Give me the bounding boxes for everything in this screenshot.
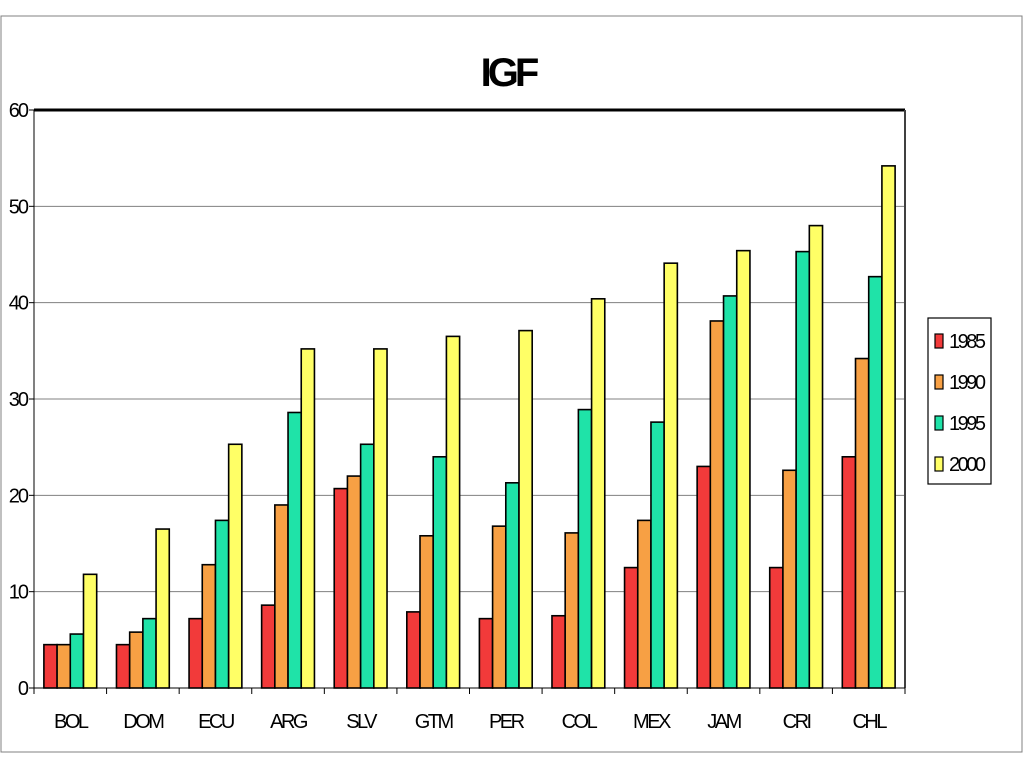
x-category-label: DOM [123, 711, 164, 733]
bar-per-1985 [478, 617, 494, 689]
bar-chl-1990 [854, 357, 870, 689]
bar-jam-1985 [696, 465, 712, 689]
bar-mex-1990 [636, 519, 652, 689]
bar-gtm-1990 [419, 534, 435, 689]
bar-chl-1985 [841, 455, 857, 689]
bar-bol-1985 [43, 643, 58, 689]
bar-chl-1995 [867, 275, 883, 689]
bar-slv-1995 [359, 443, 375, 689]
x-category-label: SLV [346, 711, 378, 733]
bar-dom-1990 [128, 631, 144, 689]
legend-swatch-2000 [934, 456, 944, 472]
bar-arg-1985 [260, 604, 276, 689]
bar-col-2000 [590, 298, 606, 689]
bar-cri-1995 [795, 250, 811, 689]
legend-label-1990: 1990 [949, 372, 986, 394]
x-category-label: CRI [783, 711, 811, 733]
x-category-label: BOL [54, 711, 89, 733]
bar-slv-1990 [346, 475, 362, 689]
bar-mex-2000 [663, 262, 679, 689]
legend-label-2000: 2000 [949, 454, 986, 476]
x-category-label: GTM [415, 711, 454, 733]
bar-ecu-1995 [214, 519, 230, 689]
x-category-label: CHL [852, 711, 887, 733]
bar-jam-2000 [735, 249, 751, 689]
y-tick-label: 10 [9, 582, 29, 604]
bar-dom-1995 [142, 617, 157, 689]
bar-bol-1995 [69, 633, 85, 689]
bar-ecu-1985 [188, 617, 204, 689]
bar-ecu-1990 [201, 563, 217, 689]
legend-swatch-1990 [934, 374, 944, 390]
bar-arg-2000 [300, 348, 316, 689]
bar-gtm-1985 [406, 611, 421, 689]
y-tick-label: 50 [9, 196, 29, 218]
x-category-label: MEX [633, 711, 671, 733]
x-category-label: ARG [270, 711, 308, 733]
bar-dom-2000 [155, 528, 171, 689]
bar-dom-1985 [115, 643, 131, 689]
bar-per-1995 [504, 482, 520, 689]
y-tick-label: 30 [9, 389, 29, 411]
bar-jam-1990 [709, 320, 725, 689]
y-tick-label: 40 [9, 293, 29, 315]
x-category-label: ECU [198, 711, 234, 733]
bars [43, 165, 896, 689]
legend-swatch-1995 [934, 415, 944, 431]
bar-col-1985 [551, 614, 566, 689]
bar-per-1990 [491, 525, 507, 689]
bar-ecu-2000 [227, 443, 243, 689]
x-category-label: COL [562, 711, 598, 733]
bar-arg-1990 [274, 504, 289, 689]
bar-per-2000 [518, 329, 533, 689]
y-tick-label: 60 [9, 100, 29, 122]
bar-cri-1985 [768, 566, 784, 689]
legend: 1985 1990 1995 2000 [927, 317, 992, 485]
x-axis-category-labels: BOL DOM ECU ARG SLV GTM PER COL MEX JAM CRI CHL [54, 711, 890, 733]
legend-swatch-1985 [934, 333, 944, 349]
bar-cri-2000 [808, 224, 824, 689]
y-tick-label: 20 [9, 485, 29, 507]
bar-mex-1995 [650, 421, 665, 689]
bar-gtm-1995 [432, 455, 448, 689]
bar-chl-2000 [881, 165, 896, 689]
legend-label-1985: 1985 [949, 331, 986, 353]
bar-cri-1990 [782, 469, 797, 689]
bar-bol-2000 [82, 573, 98, 689]
bar-bol-1990 [56, 643, 72, 689]
chart-title: IGF [481, 51, 538, 95]
bar-gtm-2000 [445, 335, 461, 689]
axes [29, 108, 906, 694]
bar-col-1990 [564, 532, 580, 689]
bar-arg-1995 [287, 411, 303, 689]
bar-slv-1985 [333, 487, 349, 689]
bar-slv-2000 [373, 348, 388, 689]
x-category-label: JAM [707, 711, 741, 733]
bar-jam-1995 [722, 295, 738, 689]
x-category-label: PER [489, 711, 525, 733]
bar-mex-1985 [623, 566, 639, 689]
bar-col-1995 [577, 408, 593, 689]
legend-label-1995: 1995 [949, 413, 986, 435]
